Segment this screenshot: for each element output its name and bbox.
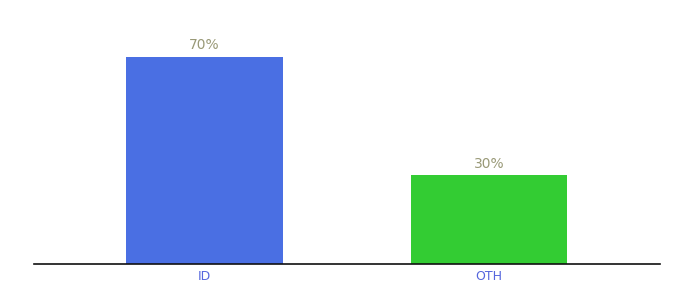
Bar	[126, 57, 283, 264]
Text: 30%: 30%	[474, 157, 505, 171]
Bar	[411, 175, 567, 264]
Text: 70%: 70%	[189, 38, 220, 52]
